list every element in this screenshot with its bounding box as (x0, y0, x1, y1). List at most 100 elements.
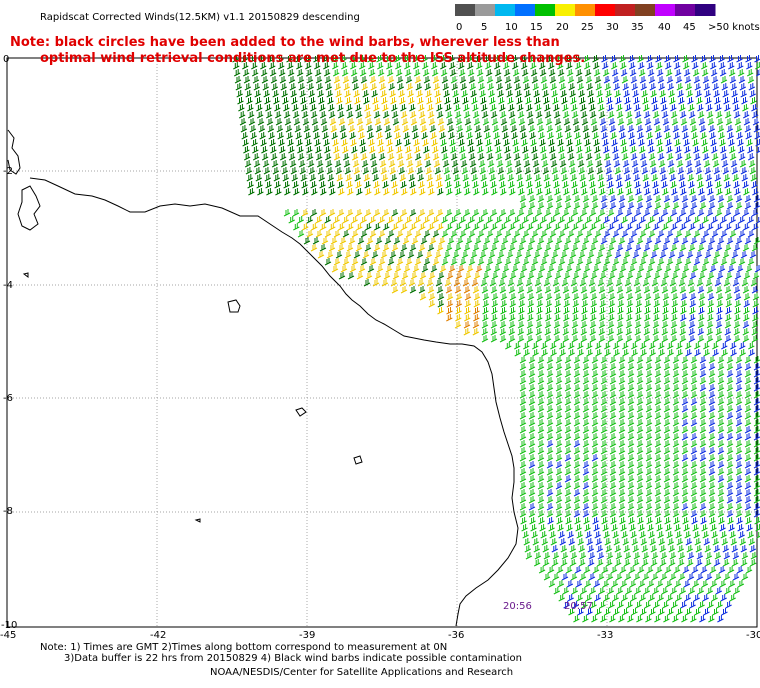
wind-barb (643, 328, 651, 336)
wind-barb (732, 279, 740, 287)
wind-barb (296, 69, 304, 77)
wind-barb (392, 118, 400, 126)
wind-barb (609, 363, 617, 371)
wind-barb (717, 195, 725, 203)
wind-barb (571, 209, 579, 217)
wind-barb (537, 398, 545, 406)
wind-barb (370, 160, 378, 168)
wind-barb (578, 90, 585, 98)
wind-barb (529, 517, 536, 525)
wind-barb (690, 482, 698, 490)
wind-barb (632, 251, 640, 259)
wind-barb (589, 104, 596, 112)
wind-barb (700, 55, 707, 63)
wind-barb (472, 104, 479, 112)
wind-barb (639, 258, 647, 266)
wind-barb (659, 167, 667, 175)
wind-barb (740, 545, 748, 553)
wind-barb (741, 279, 749, 287)
wind-barb (680, 300, 688, 308)
wind-barb (646, 517, 653, 525)
wind-barb (637, 517, 644, 525)
wind-barb (670, 104, 677, 112)
wind-barb (699, 363, 707, 371)
wind-barb (505, 342, 512, 350)
wind-barb (645, 202, 653, 210)
wind-barb (735, 482, 743, 490)
wind-barb (663, 195, 671, 203)
wind-barb (490, 328, 498, 336)
wind-barb (742, 321, 750, 329)
wind-barb (641, 90, 648, 98)
wind-barb (627, 370, 635, 378)
wind-barb (609, 405, 617, 413)
wind-barb (330, 237, 338, 245)
wind-barb (683, 580, 691, 588)
wind-barb (537, 503, 545, 511)
wind-barb (702, 594, 709, 602)
wind-barb (753, 475, 760, 483)
wind-barb (396, 216, 403, 224)
wind-barb (577, 608, 584, 616)
wind-barb (407, 90, 414, 98)
wind-barb (549, 531, 556, 539)
amapa-coast (7, 129, 21, 175)
wind-barb (310, 244, 318, 252)
wind-barb (581, 188, 588, 196)
wind-barb (639, 153, 647, 161)
wind-barb (533, 251, 541, 259)
wind-barb (569, 559, 577, 567)
wind-barb (571, 104, 578, 112)
footer-note-2: 3)Data buffer is 22 hrs from 20150829 4)… (64, 653, 522, 664)
wind-barb (618, 482, 626, 490)
wind-barb (467, 139, 474, 147)
wind-barb (367, 265, 375, 273)
wind-barb (516, 279, 524, 287)
wind-barb (621, 531, 628, 539)
wind-barb (288, 76, 296, 84)
wind-barb (600, 475, 608, 483)
wind-barb (703, 349, 710, 357)
wind-barb (586, 538, 594, 546)
wind-barb (634, 104, 641, 112)
wind-barb (707, 300, 715, 308)
wind-barb (274, 111, 282, 119)
wind-barb (554, 223, 561, 231)
wind-barb (602, 62, 609, 70)
wind-barb (401, 272, 409, 280)
wind-barb (654, 503, 662, 511)
wind-barb (454, 104, 461, 112)
wind-barb (673, 132, 680, 140)
wind-barb (743, 118, 751, 126)
wind-barb (512, 69, 520, 77)
wind-barb (643, 111, 651, 119)
wind-barb (386, 69, 394, 77)
wind-barb (632, 545, 640, 553)
wind-barb (550, 342, 557, 350)
wind-barb (698, 272, 706, 280)
wind-barb (594, 531, 601, 539)
wind-barb (459, 216, 466, 224)
wind-barb (744, 475, 752, 483)
wind-barb (716, 307, 723, 315)
wind-barb (622, 538, 630, 546)
wind-barb (569, 251, 577, 259)
wind-barb (589, 335, 597, 343)
wind-barb (604, 538, 612, 546)
wind-barb (428, 293, 436, 301)
wind-barb (544, 104, 551, 112)
wind-barb (555, 419, 563, 427)
wind-barb (597, 552, 605, 560)
wind-barb (753, 426, 760, 434)
wind-barb (654, 377, 662, 385)
wind-barb (500, 118, 508, 126)
wind-barb (581, 300, 589, 308)
wind-barb (708, 363, 716, 371)
wind-barb (591, 496, 599, 504)
wind-barb (321, 125, 329, 133)
wind-barb (394, 132, 401, 140)
wind-barb (706, 328, 714, 336)
wind-barb (555, 461, 563, 469)
wind-barb (689, 314, 696, 322)
wind-barb (725, 223, 732, 231)
